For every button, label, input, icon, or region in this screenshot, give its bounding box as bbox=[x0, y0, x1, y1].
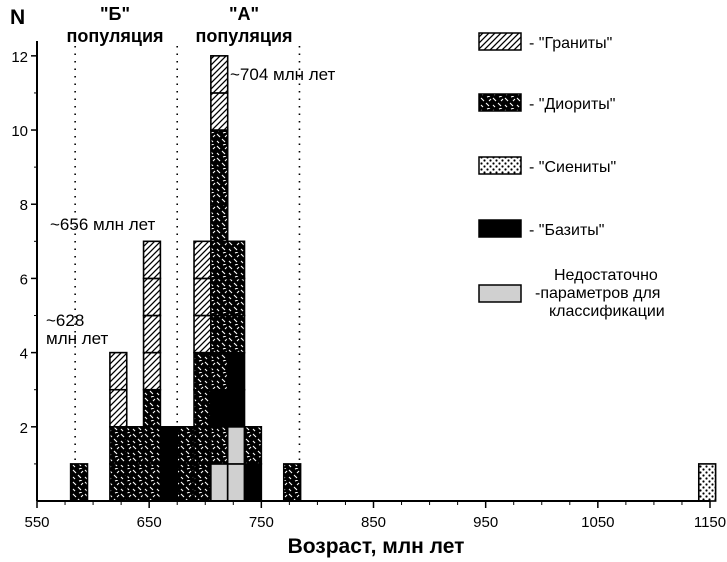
bar-cell-diorite-bin-645 bbox=[142, 463, 162, 502]
bar-cell-diorite-bin-690 bbox=[193, 463, 212, 502]
bar-cell-granite-bin-645 bbox=[142, 277, 162, 317]
legend-swatch-diorite bbox=[478, 93, 522, 112]
bar-cell-diorite-bin-630 bbox=[125, 463, 145, 502]
bar-cell-diorite-bin-705 bbox=[210, 240, 229, 280]
y-tick-label-8: 8 bbox=[20, 197, 28, 214]
bar-cell-diorite-bin-645 bbox=[142, 388, 162, 428]
bar-cell-diorite-bin-720 bbox=[226, 240, 246, 280]
bar-cell-granite-bin-690 bbox=[193, 314, 212, 354]
bar-cell-unclassified-bin-705 bbox=[210, 463, 229, 502]
legend-label-diorite: - "Диориты" bbox=[529, 96, 615, 113]
bar-cell-syenite-bin-1140 bbox=[697, 463, 717, 502]
x-tick-label-750: 750 bbox=[249, 514, 274, 531]
bar-cell-diorite-bin-615 bbox=[109, 463, 128, 502]
bar-cell-granite-bin-615 bbox=[109, 388, 128, 428]
population-a-label: "А" bbox=[229, 4, 259, 24]
legend-label-unclassified-line1: Недостаточно bbox=[554, 267, 658, 284]
bar-cell-unclassified-bin-720 bbox=[226, 463, 246, 502]
x-axis-title: Возраст, млн лет bbox=[288, 535, 465, 558]
x-tick-label-950: 950 bbox=[473, 514, 498, 531]
bar-cell-diorite-bin-580 bbox=[69, 463, 89, 502]
x-tick-label-850: 850 bbox=[361, 514, 386, 531]
bar-cell-diorite-bin-705 bbox=[210, 166, 229, 206]
y-tick-label-10: 10 bbox=[11, 123, 28, 140]
legend-label-unclassified-line2: -параметров для bbox=[535, 285, 660, 302]
age-656-label: ~656 млн лет bbox=[50, 215, 156, 234]
bar-cell-diorite-bin-705 bbox=[210, 351, 229, 391]
bar-cell-diorite-bin-675 bbox=[176, 426, 195, 465]
legend-swatch-basite bbox=[478, 219, 522, 238]
bar-cell-granite-bin-690 bbox=[193, 240, 212, 280]
legend-swatch-granite bbox=[478, 32, 522, 51]
population-b-sub: популяция bbox=[66, 26, 163, 46]
x-tick-label-550: 550 bbox=[24, 514, 49, 531]
bar-cell-diorite-bin-690 bbox=[193, 351, 212, 391]
bar-cell-basite-bin-660 bbox=[159, 463, 179, 502]
age-704-label: ~704 млн лет bbox=[230, 65, 336, 84]
bar-cell-granite-bin-690 bbox=[193, 277, 212, 317]
bar-cell-diorite-bin-690 bbox=[193, 388, 212, 428]
bar-cell-basite-bin-735 bbox=[243, 463, 263, 502]
legend-label-basite: - "Базиты" bbox=[529, 222, 604, 239]
legend-swatch-syenite bbox=[478, 156, 522, 175]
bar-cell-diorite-bin-705 bbox=[210, 426, 229, 465]
bar-cell-basite-bin-660 bbox=[159, 426, 179, 465]
y-tick-label-6: 6 bbox=[20, 271, 28, 288]
bar-cell-diorite-bin-615 bbox=[109, 426, 128, 465]
bar-cell-diorite-bin-720 bbox=[226, 277, 246, 317]
age-628-label-line1: ~628 bbox=[46, 311, 84, 330]
x-tick-label-650: 650 bbox=[137, 514, 162, 531]
bar-cell-diorite-bin-690 bbox=[193, 426, 212, 465]
bar-cell-diorite-bin-705 bbox=[210, 314, 229, 354]
population-a-sub: популяция bbox=[195, 26, 292, 46]
x-tick-label-1050: 1050 bbox=[581, 514, 614, 531]
bar-cell-basite-bin-705 bbox=[210, 388, 229, 428]
legend-label-granite: - "Граниты" bbox=[529, 35, 612, 52]
bar-cell-diorite-bin-645 bbox=[142, 426, 162, 465]
y-tick-label-12: 12 bbox=[11, 49, 28, 66]
bar-cell-diorite-bin-675 bbox=[176, 463, 195, 502]
bar-cell-diorite-bin-705 bbox=[210, 203, 229, 243]
y-tick-label-4: 4 bbox=[20, 346, 28, 363]
bar-cell-granite-bin-705 bbox=[210, 92, 229, 131]
bar-cell-granite-bin-645 bbox=[142, 314, 162, 354]
legend-label-syenite: - "Сиениты" bbox=[529, 159, 616, 176]
bar-cell-granite-bin-645 bbox=[142, 240, 162, 280]
bar-cell-basite-bin-720 bbox=[226, 388, 246, 428]
bar-cell-diorite-bin-735 bbox=[243, 426, 263, 465]
legend: - "Граниты" - "Диориты" - "Сиениты" - "Б… bbox=[478, 32, 665, 320]
legend-swatch-unclassified bbox=[478, 284, 522, 303]
y-tick-label-2: 2 bbox=[20, 420, 28, 437]
bar-cell-granite-bin-705 bbox=[210, 55, 229, 94]
bar-cell-diorite-bin-705 bbox=[210, 277, 229, 317]
bar-cell-diorite-bin-720 bbox=[226, 314, 246, 354]
bar-cell-diorite-bin-705 bbox=[210, 129, 229, 168]
population-b-label: "Б" bbox=[100, 4, 130, 24]
bar-cell-granite-bin-615 bbox=[109, 351, 128, 391]
bar-cell-diorite-bin-770 bbox=[282, 463, 302, 502]
bar-cell-diorite-bin-630 bbox=[125, 426, 145, 465]
legend-label-unclassified-line3: классификации bbox=[549, 303, 665, 320]
y-axis-title: N bbox=[10, 6, 25, 29]
bar-cell-granite-bin-645 bbox=[142, 351, 162, 391]
bar-cell-unclassified-bin-720 bbox=[226, 426, 246, 465]
bar-cell-basite-bin-720 bbox=[226, 351, 246, 391]
age-628-label-line2: млн лет bbox=[46, 329, 109, 348]
x-tick-label-1150: 1150 bbox=[694, 514, 726, 531]
